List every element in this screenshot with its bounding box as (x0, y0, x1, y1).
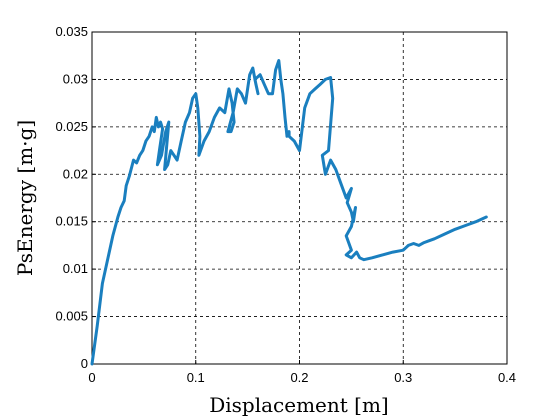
y-tick-label: 0.01 (63, 261, 88, 276)
x-tick-label: 0.1 (187, 370, 205, 385)
y-axis-title: PsEnergy [m·g] (13, 120, 37, 276)
x-tick-label: 0.3 (394, 370, 412, 385)
x-tick-label: 0.4 (498, 370, 516, 385)
x-tick-label: 0.2 (290, 370, 308, 385)
psenergy-series-line (90, 59, 488, 366)
y-tick-label: 0.005 (55, 309, 88, 324)
y-tick-label: 0.015 (55, 214, 88, 229)
grid-lines (92, 32, 507, 364)
y-tick-label: 0.025 (55, 119, 88, 134)
y-tick-label: 0 (81, 356, 88, 371)
x-tick-label: 0 (88, 370, 95, 385)
axis-ticks: 0 0.1 0.2 0.3 0.4 0 0.005 0.01 0.015 0.02 0.025 0.0… (55, 24, 516, 385)
y-tick-label: 0.035 (55, 24, 88, 39)
y-tick-label: 0.02 (63, 166, 88, 181)
x-axis-title: Displacement [m] (209, 393, 389, 417)
y-tick-label: 0.03 (63, 71, 88, 86)
